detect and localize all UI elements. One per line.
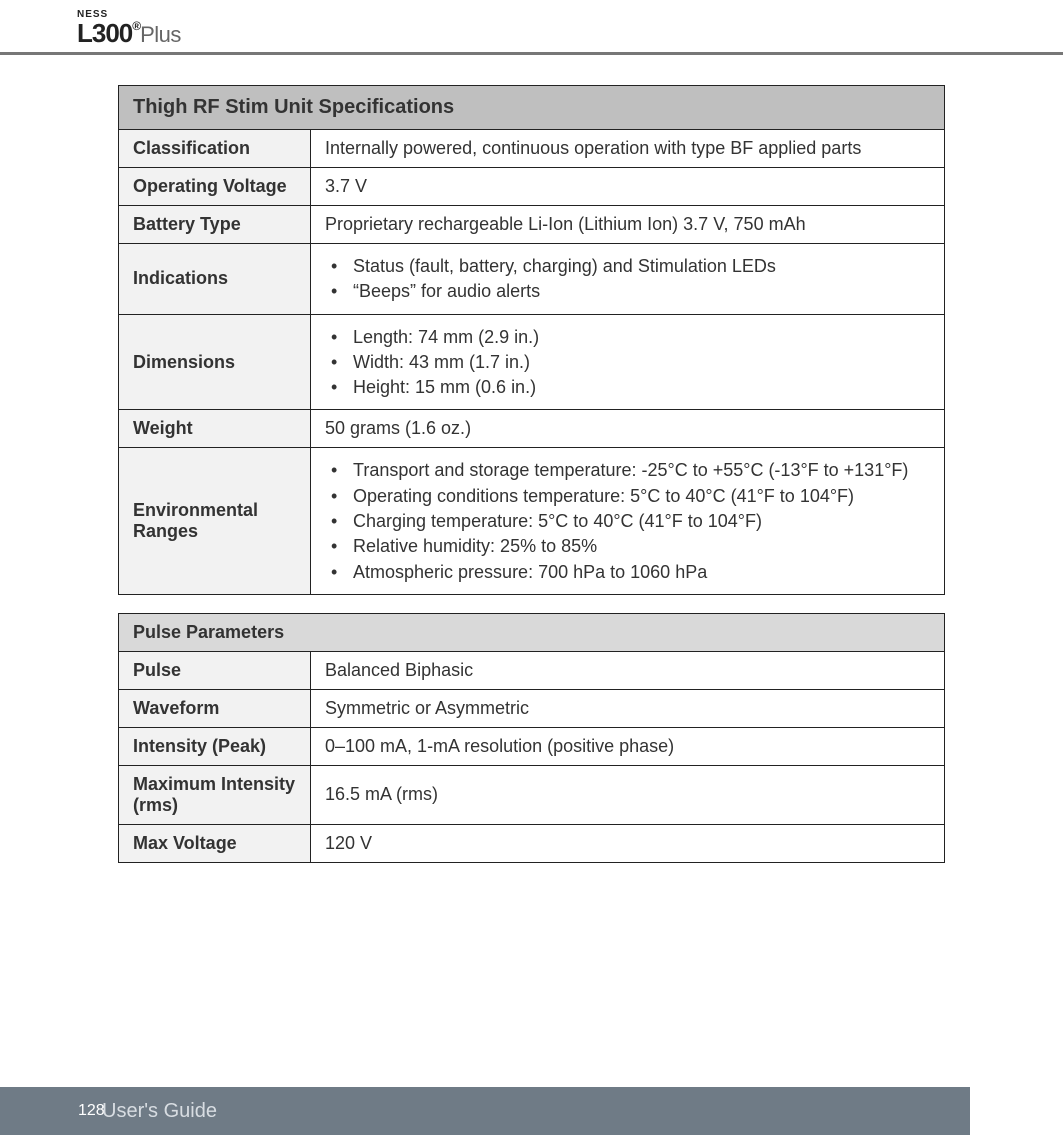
document-title: User's Guide	[78, 1100, 217, 1123]
table-row: Max Voltage 120 V	[119, 824, 945, 862]
spec-label: Classification	[119, 130, 311, 168]
page-number: 128	[0, 1102, 78, 1120]
table-row: Intensity (Peak) 0–100 mA, 1-mA resoluti…	[119, 727, 945, 765]
table-row: Maximum Intensity (rms) 16.5 mA (rms)	[119, 765, 945, 824]
list-item: Status (fault, battery, charging) and St…	[353, 254, 930, 278]
list-item: Transport and storage temperature: -25°C…	[353, 458, 930, 482]
spec-label: Operating Voltage	[119, 168, 311, 206]
spec-label: Max Voltage	[119, 824, 311, 862]
list-item: Height: 15 mm (0.6 in.)	[353, 375, 930, 399]
spec-value: Balanced Biphasic	[311, 651, 945, 689]
spec-label: Dimensions	[119, 314, 311, 410]
table-row: Waveform Symmetric or Asymmetric	[119, 689, 945, 727]
logo-reg: ®	[132, 19, 140, 33]
table-row: Battery Type Proprietary rechargeable Li…	[119, 206, 945, 244]
spec-value: Length: 74 mm (2.9 in.) Width: 43 mm (1.…	[311, 314, 945, 410]
table-row: Pulse Balanced Biphasic	[119, 651, 945, 689]
page-footer: 128 User's Guide	[0, 1087, 970, 1135]
spec-label: Maximum Intensity (rms)	[119, 765, 311, 824]
spec-value: 0–100 mA, 1-mA resolution (positive phas…	[311, 727, 945, 765]
spec-label: Battery Type	[119, 206, 311, 244]
table-row: Indications Status (fault, battery, char…	[119, 244, 945, 315]
list-item: “Beeps” for audio alerts	[353, 279, 930, 303]
list-item: Atmospheric pressure: 700 hPa to 1060 hP…	[353, 560, 930, 584]
table-row: Weight 50 grams (1.6 oz.)	[119, 410, 945, 448]
page-content: Thigh RF Stim Unit Specifications Classi…	[0, 55, 1063, 863]
spec-value: Symmetric or Asymmetric	[311, 689, 945, 727]
spec-label: Weight	[119, 410, 311, 448]
spec-value: 16.5 mA (rms)	[311, 765, 945, 824]
table-row: Classification Internally powered, conti…	[119, 130, 945, 168]
spec-value: Status (fault, battery, charging) and St…	[311, 244, 945, 315]
spec-table-thigh-rf: Thigh RF Stim Unit Specifications Classi…	[118, 85, 945, 595]
table-row: Dimensions Length: 74 mm (2.9 in.) Width…	[119, 314, 945, 410]
spec-label: Pulse	[119, 651, 311, 689]
spec-value: 3.7 V	[311, 168, 945, 206]
spec-value: 50 grams (1.6 oz.)	[311, 410, 945, 448]
list-item: Operating conditions temperature: 5°C to…	[353, 484, 930, 508]
logo-brand: NESS	[77, 10, 1063, 20]
spec-value: Internally powered, continuous operation…	[311, 130, 945, 168]
spec-value: Transport and storage temperature: -25°C…	[311, 448, 945, 594]
logo-model: L300	[77, 18, 132, 48]
list-item: Relative humidity: 25% to 85%	[353, 534, 930, 558]
spec-bullet-list: Transport and storage temperature: -25°C…	[325, 458, 930, 583]
logo-suffix: Plus	[140, 22, 181, 47]
spec-bullet-list: Status (fault, battery, charging) and St…	[325, 254, 930, 304]
table-row: Environmental Ranges Transport and stora…	[119, 448, 945, 594]
table-subtitle: Pulse Parameters	[119, 613, 945, 651]
spec-value: Proprietary rechargeable Li-Ion (Lithium…	[311, 206, 945, 244]
list-item: Width: 43 mm (1.7 in.)	[353, 350, 930, 374]
list-item: Length: 74 mm (2.9 in.)	[353, 325, 930, 349]
spec-value: 120 V	[311, 824, 945, 862]
spec-table-pulse: Pulse Parameters Pulse Balanced Biphasic…	[118, 613, 945, 863]
list-item: Charging temperature: 5°C to 40°C (41°F …	[353, 509, 930, 533]
page-header: NESS L300®Plus	[0, 0, 1063, 46]
table-row: Operating Voltage 3.7 V	[119, 168, 945, 206]
spec-label: Environmental Ranges	[119, 448, 311, 594]
spec-label: Indications	[119, 244, 311, 315]
spec-bullet-list: Length: 74 mm (2.9 in.) Width: 43 mm (1.…	[325, 325, 930, 400]
product-logo: NESS L300®Plus	[77, 10, 1063, 46]
spec-label: Intensity (Peak)	[119, 727, 311, 765]
table-title: Thigh RF Stim Unit Specifications	[119, 86, 945, 130]
spec-label: Waveform	[119, 689, 311, 727]
